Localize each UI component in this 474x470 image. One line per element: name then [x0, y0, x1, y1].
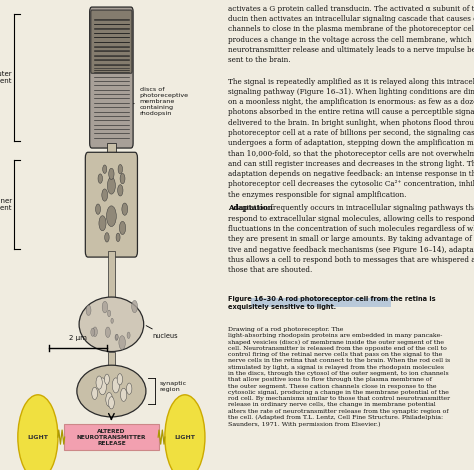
Circle shape [127, 383, 132, 394]
Circle shape [93, 327, 97, 337]
Text: nucleus: nucleus [146, 326, 178, 339]
Circle shape [109, 397, 114, 409]
Text: Adaptation: Adaptation [228, 204, 273, 212]
Circle shape [108, 177, 115, 194]
Circle shape [98, 174, 102, 183]
Text: Drawing of a rod photoreceptor. The
light-absorbing rhodopsin proteins are embed: Drawing of a rod photoreceptor. The ligh… [228, 327, 450, 427]
FancyBboxPatch shape [64, 424, 159, 450]
Text: outer
segment: outer segment [0, 71, 12, 84]
Circle shape [104, 374, 109, 384]
Circle shape [112, 378, 119, 393]
Text: discs of
photoreceptive
membrane
containing
rhodopsin: discs of photoreceptive membrane contain… [134, 87, 189, 116]
FancyBboxPatch shape [108, 251, 115, 301]
Circle shape [96, 204, 100, 214]
Circle shape [105, 327, 110, 337]
Text: inner
segment: inner segment [0, 198, 12, 211]
Ellipse shape [79, 297, 144, 352]
Text: The signal is repeatedly amplified as it is relayed along this intracellular
sig: The signal is repeatedly amplified as it… [228, 78, 474, 199]
Circle shape [120, 388, 127, 401]
FancyBboxPatch shape [107, 143, 116, 160]
Circle shape [118, 185, 123, 196]
Circle shape [116, 233, 120, 242]
Circle shape [102, 301, 108, 313]
Circle shape [111, 318, 113, 323]
Circle shape [120, 173, 125, 184]
Circle shape [117, 374, 122, 385]
Circle shape [86, 305, 91, 315]
Text: 2 μm: 2 μm [69, 335, 87, 341]
Circle shape [118, 164, 122, 174]
Circle shape [116, 334, 118, 339]
Circle shape [132, 300, 137, 313]
FancyBboxPatch shape [108, 352, 115, 369]
Text: Figure 16–30 A rod photoreceptor cell from the retina is
exquisitely sensitive t: Figure 16–30 A rod photoreceptor cell fr… [228, 296, 436, 310]
Text: LIGHT: LIGHT [27, 435, 48, 439]
FancyBboxPatch shape [251, 298, 392, 307]
Circle shape [99, 378, 107, 395]
Circle shape [96, 376, 102, 389]
Circle shape [122, 203, 128, 215]
Circle shape [127, 332, 130, 338]
Circle shape [109, 168, 114, 180]
Text: activates a G protein called transducin. The activated α subunit of trans-
ducin: activates a G protein called transducin.… [228, 5, 474, 64]
Circle shape [165, 395, 205, 470]
Circle shape [108, 310, 110, 317]
FancyBboxPatch shape [90, 7, 133, 148]
Ellipse shape [77, 365, 146, 417]
Circle shape [91, 328, 95, 337]
Circle shape [115, 334, 118, 340]
Text: ALTERED
NEUROTRANSMITTER
RELEASE: ALTERED NEUROTRANSMITTER RELEASE [77, 429, 146, 446]
FancyBboxPatch shape [85, 152, 137, 257]
Circle shape [107, 206, 116, 227]
Text: synaptic
region: synaptic region [159, 381, 186, 392]
Circle shape [105, 233, 109, 242]
Circle shape [119, 221, 126, 235]
Text: LIGHT: LIGHT [174, 435, 195, 439]
Circle shape [99, 216, 106, 231]
Circle shape [18, 395, 58, 470]
Circle shape [119, 336, 126, 350]
FancyBboxPatch shape [91, 10, 132, 73]
Circle shape [92, 387, 98, 400]
Circle shape [106, 392, 112, 407]
Text: Adaptation frequently occurs in intracellular signaling pathways that
respond to: Adaptation frequently occurs in intracel… [228, 204, 474, 274]
Circle shape [103, 165, 107, 173]
Circle shape [102, 189, 108, 201]
